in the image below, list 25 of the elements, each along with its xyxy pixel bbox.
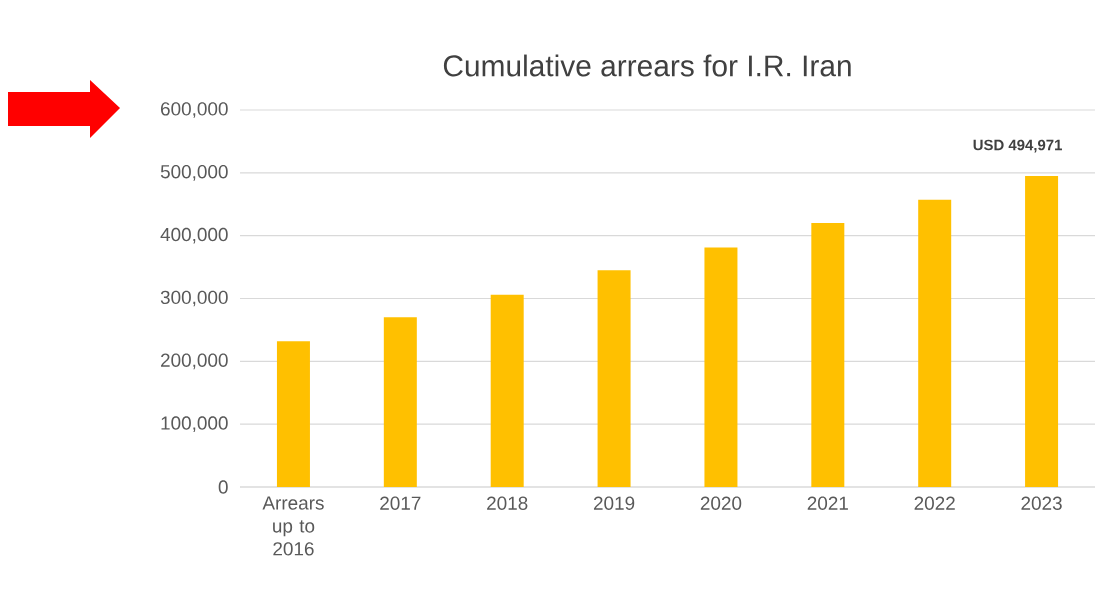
y-tick-label: 100,000 (161, 416, 228, 432)
x-tick-label: 2023 (1021, 496, 1062, 510)
chart-title: Cumulative arrears for I.R. Iran (443, 54, 851, 77)
bar (490, 294, 524, 487)
y-tick-label: 500,000 (160, 165, 228, 181)
x-tick-label: 2017 (380, 496, 421, 510)
bar (1025, 175, 1059, 487)
x-tick-label: 2022 (914, 496, 955, 510)
y-tick-label: 600,000 (161, 102, 228, 118)
bar (704, 247, 738, 487)
x-tick-label: Arrears up to 2016 (262, 496, 324, 556)
bar (597, 270, 631, 487)
data-label: USD 494,971 (973, 139, 1062, 153)
x-tick-label: 2019 (593, 496, 635, 510)
bar (918, 199, 952, 487)
x-tick-label: 2020 (700, 496, 742, 510)
y-tick-label: 200,000 (161, 353, 228, 370)
bar (276, 341, 310, 487)
bar (383, 317, 417, 487)
x-tick-label: 2021 (807, 496, 848, 510)
y-tick-label: 300,000 (160, 290, 228, 307)
x-tick-label: 2018 (487, 496, 528, 510)
bar (811, 223, 845, 487)
y-tick-label: 400,000 (160, 227, 228, 244)
y-tick-label: 0 (218, 480, 228, 494)
